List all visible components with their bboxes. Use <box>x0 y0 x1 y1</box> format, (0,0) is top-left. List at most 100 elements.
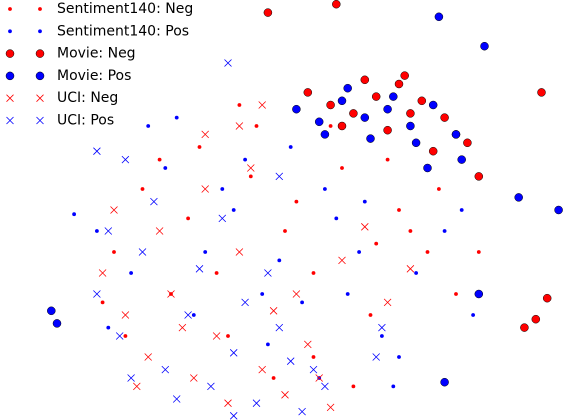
point <box>229 349 238 357</box>
legend-marker <box>38 29 42 34</box>
point <box>451 130 461 139</box>
point <box>258 101 266 109</box>
legend-marker <box>5 49 15 58</box>
point <box>463 138 472 148</box>
point <box>298 407 306 416</box>
point <box>360 113 370 122</box>
point <box>357 250 361 254</box>
point <box>542 293 552 303</box>
point <box>397 208 401 212</box>
point <box>95 229 99 233</box>
point <box>281 391 289 399</box>
point <box>229 412 238 420</box>
point <box>372 353 380 361</box>
point <box>361 223 369 231</box>
point <box>201 130 209 139</box>
point <box>115 332 124 340</box>
point <box>292 104 301 114</box>
point <box>226 334 230 338</box>
point <box>214 271 219 275</box>
point <box>163 166 168 170</box>
point <box>129 271 134 275</box>
point <box>474 289 484 299</box>
point <box>476 250 481 254</box>
point <box>150 197 158 206</box>
point <box>155 227 164 235</box>
legend-marker <box>36 94 44 102</box>
point <box>172 395 181 403</box>
point <box>112 250 116 254</box>
point <box>360 75 370 85</box>
point <box>264 269 272 277</box>
point <box>314 117 324 127</box>
point <box>383 104 392 114</box>
point <box>323 187 327 191</box>
point <box>471 313 475 317</box>
point <box>191 313 196 317</box>
point <box>93 147 101 155</box>
point <box>315 374 323 382</box>
point <box>288 145 293 149</box>
point <box>340 166 344 170</box>
point <box>345 292 350 296</box>
legend-marker <box>6 94 14 102</box>
point <box>474 172 484 181</box>
point <box>304 340 312 349</box>
point <box>328 124 333 128</box>
point <box>337 96 347 106</box>
point <box>231 208 236 212</box>
point <box>406 265 415 273</box>
point <box>406 109 415 118</box>
point <box>106 325 111 330</box>
point <box>311 271 316 275</box>
point <box>383 125 392 135</box>
legend-marker <box>8 7 12 11</box>
point <box>406 121 415 131</box>
point <box>195 265 204 273</box>
plot-area <box>47 0 563 420</box>
point <box>263 8 273 17</box>
point <box>442 229 447 233</box>
point <box>380 334 384 338</box>
legend-marker <box>5 71 15 81</box>
point <box>343 83 352 93</box>
point <box>303 88 313 97</box>
point <box>383 298 392 307</box>
point <box>247 164 255 172</box>
point <box>440 377 449 387</box>
point <box>349 109 358 118</box>
point <box>275 172 284 181</box>
point <box>389 92 398 101</box>
point <box>271 376 276 380</box>
point <box>224 59 232 67</box>
point <box>235 248 244 256</box>
point <box>269 307 278 315</box>
point <box>368 313 373 317</box>
point <box>174 115 179 120</box>
legend-label: UCI: Neg <box>57 90 118 106</box>
point <box>292 290 301 298</box>
point <box>237 103 242 107</box>
point <box>366 134 375 143</box>
point <box>207 382 215 391</box>
point <box>334 216 339 221</box>
point <box>378 323 386 332</box>
point <box>252 399 261 407</box>
point <box>434 12 444 22</box>
point <box>428 100 438 110</box>
point <box>394 79 404 89</box>
legend-marker <box>36 116 44 125</box>
point <box>146 124 151 128</box>
point <box>311 355 316 359</box>
point <box>138 248 147 256</box>
point <box>121 155 130 164</box>
point <box>184 311 192 319</box>
point <box>480 41 489 51</box>
point <box>514 193 523 202</box>
point <box>123 334 128 338</box>
point <box>248 174 253 179</box>
point <box>391 384 396 389</box>
point <box>72 212 76 217</box>
point <box>197 145 202 149</box>
